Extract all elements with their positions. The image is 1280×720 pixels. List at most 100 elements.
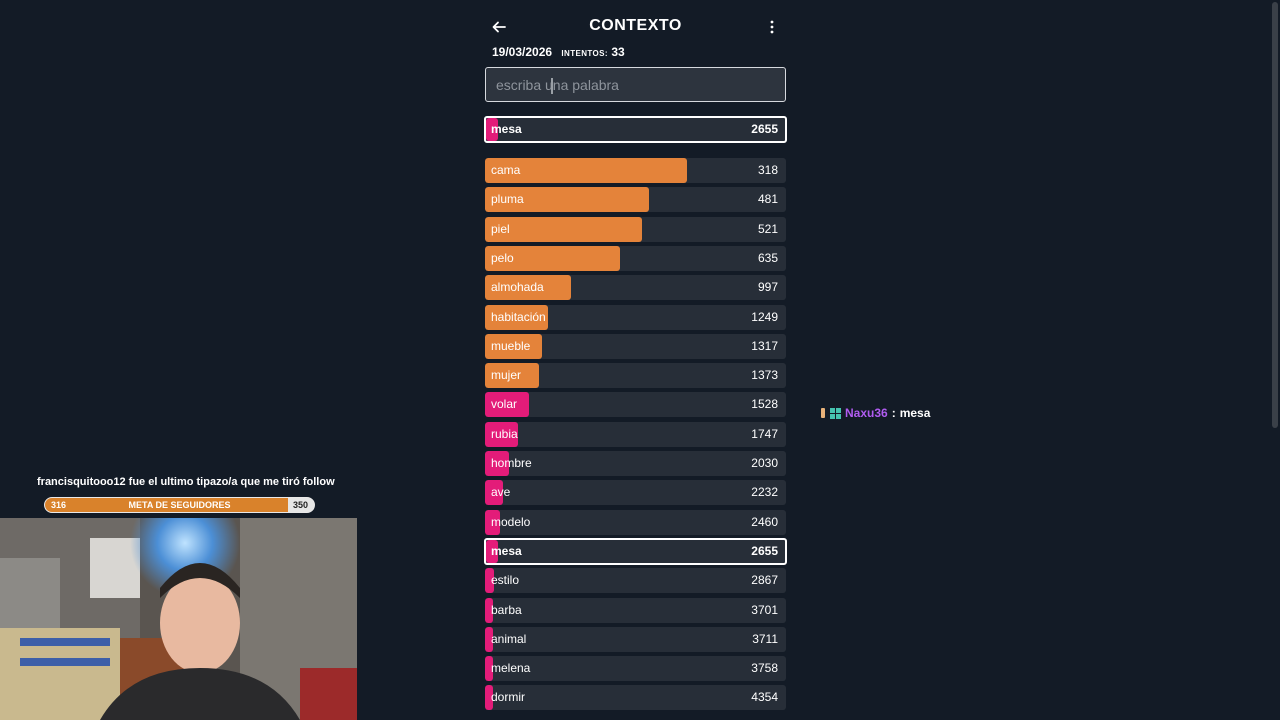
guess-row[interactable]: pelo 635 bbox=[485, 246, 786, 271]
guess-row[interactable]: mesa 2655 bbox=[484, 538, 787, 565]
guess-rank: 2867 bbox=[751, 573, 778, 587]
guess-row[interactable]: almohada 997 bbox=[485, 275, 786, 300]
last-guess-bar bbox=[486, 118, 498, 141]
guess-row[interactable]: pluma 481 bbox=[485, 187, 786, 212]
attempts-label: intentos: bbox=[561, 49, 608, 58]
guess-proximity-bar bbox=[485, 685, 493, 710]
guess-word: barba bbox=[491, 603, 522, 617]
guess-word: mueble bbox=[491, 339, 531, 353]
guess-row[interactable]: mujer 1373 bbox=[485, 363, 786, 388]
contexto-game: CONTEXTO 19/03/2026 intentos: 33 mesa 26… bbox=[484, 0, 787, 720]
guess-word: ave bbox=[491, 485, 511, 499]
guess-row[interactable]: mueble 1317 bbox=[485, 334, 786, 359]
guess-proximity-bar bbox=[485, 598, 493, 623]
guess-word: modelo bbox=[491, 515, 531, 529]
guess-rank: 318 bbox=[757, 163, 778, 177]
chat-separator: : bbox=[891, 406, 896, 420]
guess-proximity-bar bbox=[485, 392, 529, 417]
last-guess-row[interactable]: mesa 2655 bbox=[484, 116, 787, 143]
guess-row[interactable]: melena 3758 bbox=[485, 656, 786, 681]
guess-row[interactable]: estilo 2867 bbox=[485, 568, 786, 593]
guess-row[interactable]: hombre 2030 bbox=[485, 451, 786, 476]
webcam-feed bbox=[0, 518, 357, 720]
chat-text: mesa bbox=[899, 406, 931, 420]
page-scrollbar[interactable] bbox=[1272, 2, 1278, 428]
guess-rank: 635 bbox=[757, 251, 778, 265]
guess-rank: 2030 bbox=[751, 456, 778, 470]
guess-proximity-bar bbox=[485, 656, 493, 681]
guess-word: dormir bbox=[491, 690, 526, 704]
guess-row[interactable]: ave 2232 bbox=[485, 480, 786, 505]
guess-rank: 4354 bbox=[751, 690, 778, 704]
page-title: CONTEXTO bbox=[589, 17, 682, 34]
back-button[interactable] bbox=[488, 16, 510, 38]
attempts-count: 33 bbox=[611, 45, 625, 59]
goal-current: 316 bbox=[51, 500, 67, 510]
guess-row[interactable]: modelo 2460 bbox=[485, 510, 786, 535]
guess-rank: 1747 bbox=[751, 427, 778, 441]
guess-proximity-bar bbox=[485, 480, 503, 505]
guess-word: cama bbox=[491, 163, 521, 177]
follower-goal-fill bbox=[45, 498, 288, 512]
grid-badge-icon bbox=[830, 407, 841, 419]
guess-proximity-bar bbox=[485, 275, 571, 300]
last-follower-text: francisquitooo12 fue el ultimo tipazo/a … bbox=[37, 476, 335, 488]
goal-target: 350 bbox=[292, 500, 308, 510]
menu-button[interactable] bbox=[761, 16, 783, 38]
guess-word: volar bbox=[491, 397, 518, 411]
game-info: 19/03/2026 intentos: 33 bbox=[492, 45, 625, 59]
guess-word: hombre bbox=[491, 456, 532, 470]
guess-rank: 481 bbox=[757, 192, 778, 206]
guess-rank: 1317 bbox=[751, 339, 778, 353]
guess-word: mujer bbox=[491, 368, 522, 382]
guess-row[interactable]: animal 3711 bbox=[485, 627, 786, 652]
chat-message: Naxu36 : mesa bbox=[820, 406, 930, 420]
guess-rank: 2655 bbox=[751, 544, 778, 558]
guess-word: habitación bbox=[491, 310, 546, 324]
guess-rank: 521 bbox=[757, 222, 778, 236]
last-guess-rank: 2655 bbox=[751, 122, 778, 136]
guess-proximity-bar bbox=[485, 158, 687, 183]
guess-word: animal bbox=[491, 632, 527, 646]
guess-proximity-bar bbox=[485, 568, 494, 593]
guess-proximity-bar bbox=[485, 246, 620, 271]
guess-proximity-bar bbox=[486, 540, 498, 563]
guess-word: mesa bbox=[491, 544, 522, 558]
guess-rank: 2232 bbox=[751, 485, 778, 499]
hand-icon bbox=[821, 408, 825, 418]
guess-word: piel bbox=[491, 222, 510, 236]
guess-row[interactable]: volar 1528 bbox=[485, 392, 786, 417]
guess-rank: 1373 bbox=[751, 368, 778, 382]
word-input[interactable] bbox=[485, 67, 786, 102]
guess-row[interactable]: habitación 1249 bbox=[485, 305, 786, 330]
guess-word: almohada bbox=[491, 280, 544, 294]
guess-word: rubia bbox=[491, 427, 518, 441]
game-date: 19/03/2026 bbox=[492, 45, 553, 59]
guess-proximity-bar bbox=[485, 187, 649, 212]
guess-proximity-bar bbox=[485, 422, 518, 447]
guess-word: estilo bbox=[491, 573, 520, 587]
guess-row[interactable]: dormir 4354 bbox=[485, 685, 786, 710]
guess-row[interactable]: rubia 1747 bbox=[485, 422, 786, 447]
guess-rank: 997 bbox=[757, 280, 778, 294]
guess-proximity-bar bbox=[485, 334, 542, 359]
guess-rank: 1249 bbox=[751, 310, 778, 324]
guess-row[interactable]: barba 3701 bbox=[485, 598, 786, 623]
follower-goal-bar: 316 META DE SEGUIDORES 350 bbox=[44, 497, 315, 513]
guess-row[interactable]: cama 318 bbox=[485, 158, 786, 183]
goal-title: META DE SEGUIDORES bbox=[128, 500, 231, 510]
guess-rank: 2460 bbox=[751, 515, 778, 529]
guess-row[interactable]: piel 521 bbox=[485, 217, 786, 242]
guess-proximity-bar bbox=[485, 305, 548, 330]
guess-proximity-bar bbox=[485, 363, 539, 388]
guess-rank: 3758 bbox=[751, 661, 778, 675]
guess-proximity-bar bbox=[485, 627, 493, 652]
guess-word: pelo bbox=[491, 251, 514, 265]
guess-proximity-bar bbox=[485, 451, 509, 476]
top-bar: CONTEXTO bbox=[484, 14, 787, 42]
guess-proximity-bar bbox=[485, 217, 642, 242]
guess-rank: 3711 bbox=[752, 632, 778, 646]
guess-proximity-bar bbox=[485, 510, 500, 535]
last-guess-word: mesa bbox=[491, 122, 522, 136]
guess-rank: 3701 bbox=[751, 603, 778, 617]
